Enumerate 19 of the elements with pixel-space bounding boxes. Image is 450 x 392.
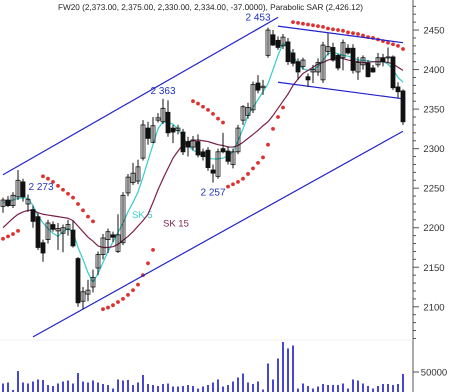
chart-title: FW20 (2,373.00, 2,375.00, 2,330.00, 2,334.00, -37.0000), Parabolic SAR (2,426.12) <box>58 3 364 12</box>
candlestick <box>306 73 310 88</box>
annotation: 2 363 <box>150 86 176 97</box>
series-label: SK 15 <box>163 218 189 230</box>
y-tick-label: 2450 <box>423 26 445 37</box>
annotation: 2 257 <box>200 188 226 199</box>
y-tick-label: 2150 <box>423 262 445 274</box>
text: 50000 <box>420 368 448 378</box>
y-tick-label: 2300 <box>423 144 445 156</box>
candlestick <box>70 220 76 248</box>
y-tick-label: 2100 <box>423 302 445 314</box>
annotation: 2 453 <box>245 12 271 24</box>
candlestick <box>90 269 96 294</box>
candlestick <box>26 194 30 212</box>
y-tick-label: 2200 <box>423 223 445 234</box>
y-tick-label: 2250 <box>423 184 445 195</box>
annotation: 2 273 <box>28 182 54 193</box>
y-tick-label: 2350 <box>423 104 445 116</box>
y-tick-label: 2400 <box>423 65 445 76</box>
